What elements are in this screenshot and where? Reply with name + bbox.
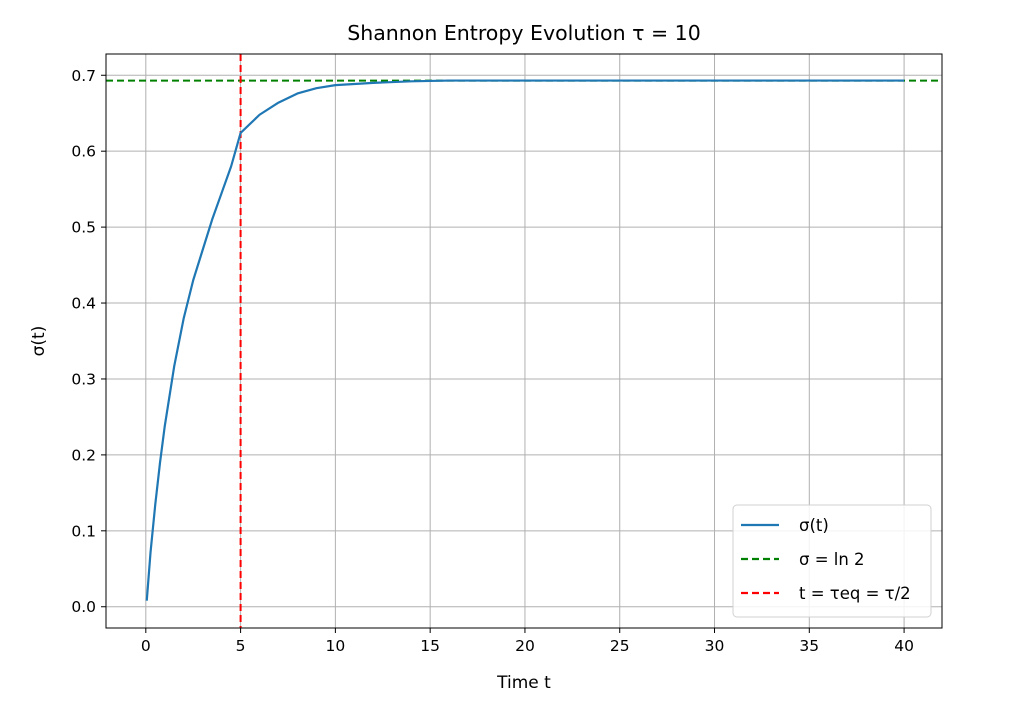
y-tick-label: 0.0 <box>71 598 96 616</box>
x-tick-label: 5 <box>236 637 246 655</box>
y-tick-label: 0.4 <box>71 295 96 313</box>
x-tick-label: 20 <box>515 637 535 655</box>
series-lines <box>145 79 905 601</box>
y-tick-label: 0.5 <box>71 219 96 237</box>
x-axis-ticks: 0 5 10 15 20 25 30 35 40 <box>141 628 914 655</box>
x-axis-label: Time t <box>496 673 551 693</box>
y-tick-label: 0.1 <box>71 522 96 540</box>
legend: σ(t) σ = ln 2 t = τeq = τ/2 <box>732 504 932 618</box>
legend-box <box>732 504 932 618</box>
legend-entry-ln2: σ = ln 2 <box>741 550 865 569</box>
legend-entry-entropy: σ(t) <box>741 516 829 535</box>
x-tick-label: 25 <box>610 637 630 655</box>
x-tick-label: 10 <box>326 637 346 655</box>
legend-label: t = τeq = τ/2 <box>799 584 911 603</box>
x-tick-label: 30 <box>705 637 725 655</box>
x-tick-label: 40 <box>894 637 914 655</box>
entropy-series-line <box>145 79 905 601</box>
y-tick-label: 0.6 <box>71 143 96 161</box>
y-tick-label: 0.2 <box>71 446 96 464</box>
y-tick-label: 0.7 <box>71 67 96 85</box>
legend-label: σ(t) <box>799 516 829 535</box>
x-tick-label: 35 <box>799 637 819 655</box>
x-tick-label: 15 <box>420 637 440 655</box>
legend-label: σ = ln 2 <box>799 550 865 569</box>
plot-frame <box>105 53 943 629</box>
y-axis-label: σ(t) <box>29 326 49 357</box>
y-tick-label: 0.3 <box>71 370 96 388</box>
chart-title: Shannon Entropy Evolution τ = 10 <box>347 21 701 45</box>
y-axis-ticks: 0.0 0.1 0.2 0.3 0.4 0.5 0.6 0.7 <box>71 67 106 616</box>
x-tick-label: 0 <box>141 637 151 655</box>
legend-entry-equilibrium: t = τeq = τ/2 <box>741 584 911 603</box>
grid <box>106 54 942 628</box>
